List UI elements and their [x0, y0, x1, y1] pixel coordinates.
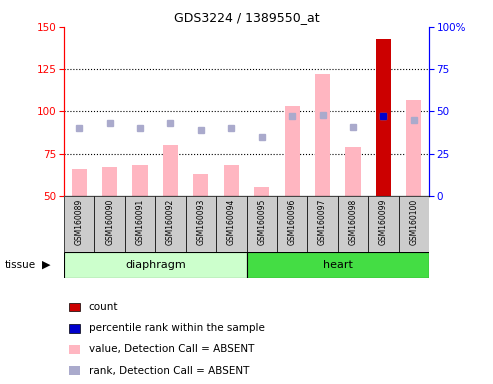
Bar — [345, 147, 360, 196]
Bar — [163, 145, 178, 196]
Bar — [193, 174, 209, 196]
Bar — [133, 166, 148, 196]
Bar — [224, 166, 239, 196]
Text: GSM160094: GSM160094 — [227, 199, 236, 245]
Text: tissue: tissue — [5, 260, 36, 270]
Bar — [277, 196, 307, 252]
Text: GSM160097: GSM160097 — [318, 199, 327, 245]
Bar — [125, 196, 155, 252]
Text: GSM160100: GSM160100 — [409, 199, 418, 245]
Text: heart: heart — [323, 260, 352, 270]
Bar — [64, 196, 95, 252]
Text: rank, Detection Call = ABSENT: rank, Detection Call = ABSENT — [89, 366, 249, 376]
Bar — [254, 187, 269, 196]
Bar — [315, 74, 330, 196]
Title: GDS3224 / 1389550_at: GDS3224 / 1389550_at — [174, 11, 319, 24]
Bar — [376, 39, 391, 196]
Bar — [406, 99, 422, 196]
Text: GSM160090: GSM160090 — [105, 199, 114, 245]
Text: GSM160091: GSM160091 — [136, 199, 144, 245]
Text: GSM160095: GSM160095 — [257, 199, 266, 245]
Text: value, Detection Call = ABSENT: value, Detection Call = ABSENT — [89, 344, 254, 354]
Text: GSM160098: GSM160098 — [349, 199, 357, 245]
Bar — [216, 196, 246, 252]
Text: count: count — [89, 302, 118, 312]
Bar — [376, 39, 391, 196]
Text: percentile rank within the sample: percentile rank within the sample — [89, 323, 265, 333]
Bar — [307, 196, 338, 252]
Text: diaphragm: diaphragm — [125, 260, 186, 270]
Bar — [102, 167, 117, 196]
Bar — [95, 196, 125, 252]
Text: ▶: ▶ — [42, 260, 50, 270]
Bar — [186, 196, 216, 252]
Bar — [71, 169, 87, 196]
Bar — [398, 196, 429, 252]
Bar — [64, 252, 246, 278]
Bar — [246, 252, 429, 278]
Text: GSM160093: GSM160093 — [196, 199, 206, 245]
Bar — [155, 196, 186, 252]
Bar — [246, 196, 277, 252]
Text: GSM160096: GSM160096 — [287, 199, 297, 245]
Text: GSM160099: GSM160099 — [379, 199, 388, 245]
Text: GSM160092: GSM160092 — [166, 199, 175, 245]
Text: GSM160089: GSM160089 — [75, 199, 84, 245]
Bar — [368, 196, 398, 252]
Bar — [284, 106, 300, 196]
Bar — [338, 196, 368, 252]
